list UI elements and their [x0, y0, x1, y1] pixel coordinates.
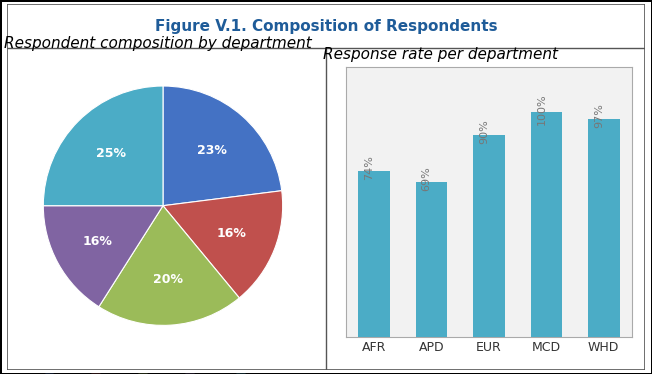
Bar [473, 135, 505, 337]
Text: 23%: 23% [197, 144, 227, 157]
Bar [588, 119, 619, 337]
Text: 90%: 90% [479, 119, 489, 144]
Text: 100%: 100% [537, 93, 546, 125]
Text: 20%: 20% [153, 273, 183, 286]
Wedge shape [99, 206, 239, 325]
Text: 74%: 74% [364, 155, 374, 180]
Text: 16%: 16% [217, 227, 247, 239]
Bar [416, 182, 447, 337]
Wedge shape [43, 206, 163, 307]
Text: 97%: 97% [594, 103, 604, 128]
Text: 69%: 69% [422, 166, 432, 191]
Text: Figure V.1. Composition of Respondents: Figure V.1. Composition of Respondents [155, 19, 497, 34]
Text: 16%: 16% [83, 235, 113, 248]
Wedge shape [163, 86, 282, 206]
Text: 25%: 25% [96, 147, 126, 160]
Legend: AFR, APD, EUR, MCD, WHD: AFR, APD, EUR, MCD, WHD [40, 370, 286, 374]
Bar [531, 112, 562, 337]
Bar [359, 171, 390, 337]
Text: Respondent composition by department: Respondent composition by department [5, 36, 312, 51]
Text: Response rate per department: Response rate per department [323, 47, 557, 62]
Wedge shape [163, 191, 283, 298]
Wedge shape [43, 86, 163, 206]
